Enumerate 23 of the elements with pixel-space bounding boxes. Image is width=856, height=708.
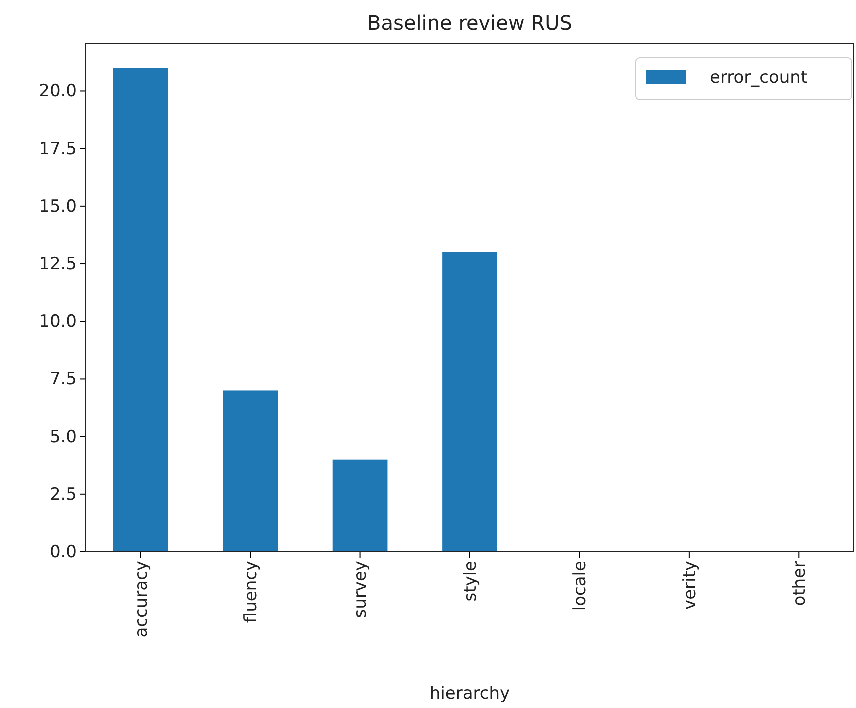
y-tick-label: 10.0 [39,312,77,332]
x-tick-label: fluency [242,561,262,624]
y-tick-label: 5.0 [50,427,77,448]
legend-label: error_count [710,68,808,88]
bar [113,68,168,552]
chart-title: Baseline review RUS [368,11,572,35]
bar [223,390,278,552]
x-tick-label: locale [570,561,591,612]
y-tick-label: 7.5 [50,370,77,390]
y-tick-label: 12.5 [39,254,77,274]
y-tick-label: 17.5 [39,139,77,160]
x-tick-label: verity [680,561,700,610]
x-tick-label: accuracy [132,561,152,638]
x-tick-label: other [790,560,810,606]
bar [332,460,388,552]
x-tick-label: style [460,561,481,602]
x-tick-label: survey [351,561,372,618]
y-tick-label: 0.0 [50,542,77,562]
bar [442,252,498,552]
y-tick-label: 20.0 [39,82,77,102]
y-tick-label: 2.5 [50,484,77,505]
y-tick-label: 15.0 [39,196,77,217]
x-axis-title: hierarchy [430,684,510,704]
